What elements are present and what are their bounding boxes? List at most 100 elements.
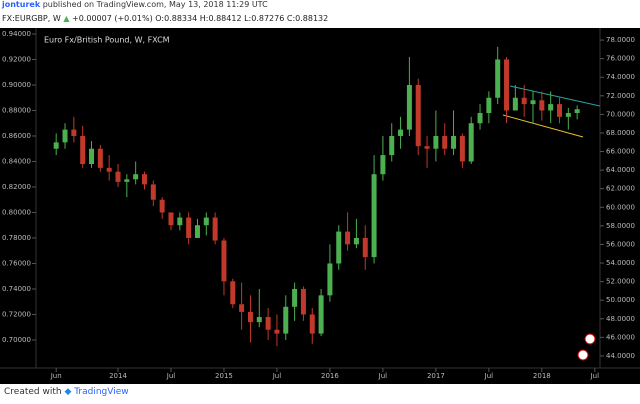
candle-body xyxy=(309,314,315,334)
change: +0.00007 (+0.01%) xyxy=(72,14,153,23)
candle-body xyxy=(398,129,404,136)
y2-tick-label: 78.0000 xyxy=(606,36,635,44)
candle-body xyxy=(300,288,306,315)
candle-body xyxy=(548,104,554,111)
candle-body xyxy=(539,100,545,111)
candle-body xyxy=(80,135,86,165)
y2-tick-label: 70.0000 xyxy=(606,110,635,118)
candle-body xyxy=(318,295,324,334)
y-tick-label: 0.78000 xyxy=(2,234,31,242)
candle-body xyxy=(336,231,342,264)
low: L:0.87276 xyxy=(244,14,285,23)
candle-body xyxy=(221,240,227,282)
y2-tick-label: 54.0000 xyxy=(606,259,635,267)
candle-body xyxy=(495,59,501,98)
x-tick-label: Jul xyxy=(484,372,494,380)
candle-body xyxy=(451,135,457,149)
candle-body xyxy=(389,135,395,156)
high: H:0.88412 xyxy=(199,14,242,23)
candle-body xyxy=(256,317,262,323)
y-tick-label: 0.70000 xyxy=(2,336,31,344)
x-tick-label: 2016 xyxy=(321,372,339,380)
candle-body xyxy=(106,167,112,172)
y2-tick-label: 60.0000 xyxy=(606,203,635,211)
candle-body xyxy=(133,174,139,180)
flag-icon[interactable] xyxy=(584,333,596,345)
y-tick-label: 0.84000 xyxy=(2,157,31,165)
candle-body xyxy=(468,123,474,162)
candle-body xyxy=(265,317,271,330)
candle-body xyxy=(247,311,253,323)
candle-body xyxy=(97,148,103,168)
candle-body xyxy=(565,113,571,117)
candle-body xyxy=(530,100,536,105)
candle-body xyxy=(159,199,165,213)
y2-tick-label: 68.0000 xyxy=(606,129,635,137)
candle-body xyxy=(150,184,156,200)
published: published on TradingView.com, May 13, 20… xyxy=(42,0,268,9)
created: Created with xyxy=(4,387,62,397)
y-tick-label: 0.82000 xyxy=(2,183,31,191)
candle-body xyxy=(203,217,209,226)
candle-body xyxy=(371,174,377,258)
x-tick-label: 2017 xyxy=(427,372,445,380)
candle-body xyxy=(115,171,121,182)
y2-tick-label: 64.0000 xyxy=(606,166,635,174)
candle-body xyxy=(168,212,174,226)
y2-tick-label: 46.0000 xyxy=(606,333,635,341)
chart: Euro Fx/British Pound, W, FXCM 0.70000 0.… xyxy=(0,28,640,384)
candle-body xyxy=(362,237,368,258)
y2-tick-label: 66.0000 xyxy=(606,148,635,156)
y2-tick-label: 48.0000 xyxy=(606,315,635,323)
y-tick-label: 0.88000 xyxy=(2,106,31,114)
close: C:0.88132 xyxy=(286,14,329,23)
candle-body xyxy=(442,135,448,149)
candle-body xyxy=(186,217,192,238)
y-tick-label: 0.74000 xyxy=(2,285,31,293)
x-tick-label: 2018 xyxy=(533,372,551,380)
y2-tick-label: 50.0000 xyxy=(606,296,635,304)
y2-tick-label: 62.0000 xyxy=(606,185,635,193)
x-tick-label: Jul xyxy=(590,372,600,380)
x-tick-label: Jul xyxy=(272,372,282,380)
y2-tick-label: 56.0000 xyxy=(606,240,635,248)
candle-body xyxy=(424,146,430,149)
candle-body xyxy=(177,217,183,226)
candle-body xyxy=(89,148,95,165)
candle-body xyxy=(574,109,580,114)
candle-body xyxy=(124,179,130,182)
symbol: FX:EURGBP, W xyxy=(2,14,61,23)
symbol-line: FX:EURGBP, W ▲ +0.00007 (+0.01%) O:0.883… xyxy=(2,14,329,23)
candle-body xyxy=(504,59,510,111)
y-tick-label: 0.76000 xyxy=(2,259,31,267)
author[interactable]: jonturek xyxy=(2,0,41,9)
chart-title: Euro Fx/British Pound, W, FXCM xyxy=(44,36,170,45)
candle-body xyxy=(345,231,351,245)
candle-body xyxy=(212,217,218,241)
y-tick-label: 0.80000 xyxy=(2,208,31,216)
x-tick-label: Jun xyxy=(50,372,62,380)
candle-body xyxy=(239,304,245,312)
y2-tick-label: 44.0000 xyxy=(606,352,635,360)
candle-body xyxy=(327,263,333,296)
y-tick-label: 0.94000 xyxy=(2,30,31,38)
x-tick-label: 2014 xyxy=(109,372,127,380)
candle-body xyxy=(194,225,200,238)
trend-line xyxy=(502,114,584,138)
y2-tick-label: 52.0000 xyxy=(606,278,635,286)
candle-body xyxy=(292,288,298,307)
brand[interactable]: TradingView xyxy=(74,387,129,397)
candle-body xyxy=(459,135,465,162)
trend-line xyxy=(509,85,601,107)
candle-body xyxy=(353,237,359,245)
header: jonturek published on TradingView.com, M… xyxy=(2,0,268,9)
candle-body xyxy=(230,281,236,305)
flag-icon[interactable] xyxy=(577,349,589,361)
y-tick-label: 0.72000 xyxy=(2,310,31,318)
x-tick-label: Jul xyxy=(166,372,176,380)
open: O:0.88334 xyxy=(155,14,198,23)
candle-body xyxy=(557,104,562,117)
candle-body xyxy=(486,97,492,114)
y2-tick-label: 58.0000 xyxy=(606,222,635,230)
